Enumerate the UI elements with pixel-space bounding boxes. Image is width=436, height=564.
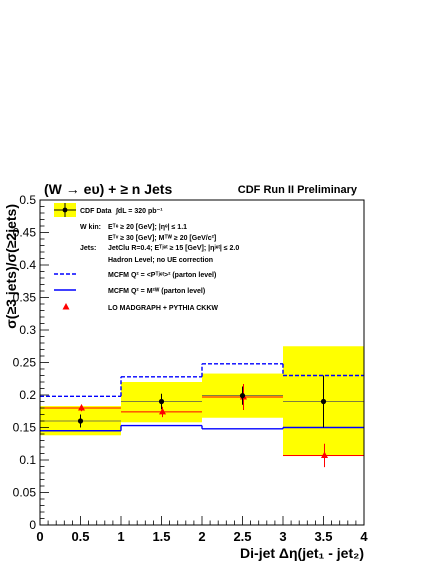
legend-madgraph: LO MADGRAPH + PYTHIA CKKW [108, 305, 218, 312]
y-tick-label: 0.1 [19, 453, 36, 467]
x-tick-label: 1 [117, 529, 124, 544]
y-tick-label: 0.3 [19, 323, 36, 337]
legend-jets-label: Jets: [80, 245, 96, 252]
data-point [320, 398, 327, 405]
madgraph-marker [321, 451, 328, 458]
chart-header-right: CDF Run II Preliminary [238, 184, 358, 196]
y-tick-label: 0.4 [19, 258, 36, 272]
x-tick-label: 4 [360, 529, 368, 544]
legend-wkin-1: Eᵀᵉ ≥ 20 [GeV]; |ηᵉ| ≤ 1.1 [108, 224, 187, 231]
legend-hadron: Hadron Level; no UE correction [108, 257, 213, 264]
y-axis-label: σ(≥3 jets)/σ(≥2jets) [3, 204, 19, 329]
y-tick-label: 0.45 [13, 226, 37, 240]
legend-wkin-2: Eᵀᵛ ≥ 30 [GeV]; Mᵀᵂ ≥ 20 [GeV/c²] [108, 235, 216, 242]
x-tick-label: 3 [279, 529, 286, 544]
y-tick-label: 0.2 [19, 388, 36, 402]
y-tick-label: 0 [29, 518, 36, 532]
data-point [158, 398, 165, 405]
x-tick-label: 2.5 [233, 529, 251, 544]
data-point [77, 418, 84, 424]
legend: CDF Data ∫dL = 320 pb⁻¹ W kin: Eᵀᵉ ≥ 20 … [54, 203, 239, 312]
legend-wkin-label: W kin: [80, 224, 101, 231]
legend-data-label: CDF Data [80, 208, 112, 215]
chart-title: (W → eυ) + ≥ n Jets [44, 181, 172, 197]
data-point [239, 393, 246, 399]
madgraph-marker [78, 404, 85, 411]
x-tick-label: 2 [198, 529, 205, 544]
madgraph-marker [159, 407, 166, 415]
y-tick-label: 0.25 [13, 356, 37, 370]
legend-lumi: ∫dL = 320 pb⁻¹ [115, 208, 163, 215]
x-tick-label: 0 [36, 529, 43, 544]
legend-mcfm-mw: MCFM Q² = M²ᵂ (parton level) [108, 288, 205, 295]
x-axis-label: Di-jet Δη(jet₁ - jet₂) [240, 545, 364, 561]
x-tick-label: 0.5 [71, 529, 89, 544]
legend-madgraph-marker [62, 303, 70, 310]
x-tick-label: 1.5 [152, 529, 170, 544]
legend-mcfm-pt: MCFM Q² = <Pᵀʲᵉᵗ>² (parton level) [108, 272, 216, 279]
legend-jets-1: JetClu R=0.4; Eᵀʲᵉᵗ ≥ 15 [GeV]; |ηʲᵉᵗ| ≤… [108, 245, 239, 252]
y-tick-label: 0.05 [13, 486, 37, 500]
legend-data-marker [62, 207, 68, 213]
x-tick-label: 3.5 [314, 529, 332, 544]
plot-area: 0 0.5 1 1.5 2 2.5 3 3.5 4 0 0.05 0.1 0.15 0.2 0.25 0.3 0… [13, 193, 369, 544]
y-tick-label: 0.5 [19, 193, 36, 207]
y-tick-label: 0.15 [13, 421, 37, 435]
y-tick-label: 0.35 [13, 291, 37, 305]
